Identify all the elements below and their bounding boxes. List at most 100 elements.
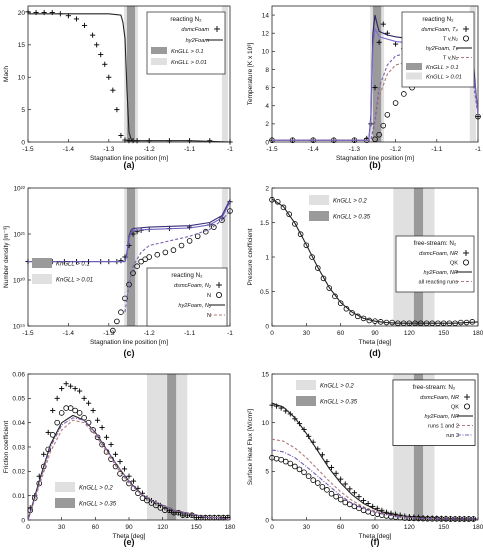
x-axis-label: Stagnation line position [m] <box>90 339 168 346</box>
plus-marker <box>41 451 47 457</box>
legend-label: T v,N₂ <box>443 56 458 62</box>
y-tick-label: 0.02 <box>12 469 25 476</box>
plus-marker <box>342 481 348 487</box>
legend-title: reacting N₂ <box>171 272 203 279</box>
x-tick-label: 60 <box>337 330 345 337</box>
y-tick-label: 5 <box>265 469 269 476</box>
legend-label: T v,N₂ <box>443 37 458 43</box>
plus-marker <box>114 107 120 113</box>
circle-marker <box>314 480 321 486</box>
legend-label: KnGLL > 0.1 <box>171 49 204 55</box>
x-tick-label: -1.4 <box>308 146 320 153</box>
x-tick-label: 30 <box>303 330 311 337</box>
circle-marker <box>72 407 78 414</box>
x-tick-label: -1.1 <box>184 146 196 153</box>
y-tick-label: 0.04 <box>12 420 25 427</box>
legend-box <box>395 235 475 293</box>
plus-marker <box>63 381 69 387</box>
circle-marker <box>332 293 338 300</box>
x-axis-label: Theta [deg] <box>113 533 146 540</box>
plus-marker <box>98 51 104 58</box>
circle-marker <box>58 410 65 416</box>
plus-marker <box>420 514 426 521</box>
plus-marker <box>94 42 100 48</box>
legend-label: KnGLL > 0.2 <box>320 384 354 390</box>
plus-marker <box>106 74 112 80</box>
plus-marker <box>126 242 132 249</box>
x-tick-label: -1.5 <box>22 146 34 153</box>
circle-marker <box>372 136 378 143</box>
legend-swatch-dark <box>309 211 329 221</box>
x-tick-label: -1.3 <box>103 146 115 153</box>
circle-marker <box>278 456 284 463</box>
series-hy2foam <box>28 13 231 143</box>
x-tick-label: 120 <box>404 524 415 531</box>
circle-marker <box>175 509 182 516</box>
y-tick-label: 15 <box>262 371 270 378</box>
plot-frame <box>27 187 231 327</box>
plus-marker <box>393 41 399 47</box>
y-tick-label: 12 <box>262 31 270 38</box>
y-tick-label: 10 <box>18 75 26 82</box>
circle-marker <box>76 410 83 416</box>
y-tick-label: 20 <box>18 10 26 17</box>
legend-circle <box>462 259 469 266</box>
y-tick-label: 10 <box>262 49 270 56</box>
series-dsmcfoam-n <box>110 208 233 334</box>
y-tick-label: 15 <box>18 42 26 49</box>
circle-marker <box>162 249 169 256</box>
x-tick-label: -1.2 <box>144 330 156 337</box>
x-axis-label: Stagnation line position [m] <box>336 155 414 162</box>
band-dark <box>413 374 424 520</box>
circle-marker <box>54 419 60 426</box>
legend-swatch-dark <box>55 498 75 508</box>
circle-marker <box>292 463 298 470</box>
legend-swatch-dark <box>296 396 316 406</box>
y-axis-label: Pressure coefficient <box>247 228 254 285</box>
plus-marker <box>347 486 353 492</box>
legend-label: QK <box>450 261 458 267</box>
circle-marker <box>138 258 144 265</box>
plus-marker <box>393 511 399 517</box>
plus-marker <box>372 85 378 91</box>
x-tick-label: -1.2 <box>144 146 156 153</box>
y-tick-label: 0 <box>265 517 269 524</box>
y-tick-label: 10¹⁹ <box>13 323 25 330</box>
legend-circle <box>215 291 222 298</box>
panel-label: (f) <box>371 537 380 547</box>
plus-marker <box>121 466 128 472</box>
circle-marker <box>130 270 136 276</box>
x-tick-label: 60 <box>92 524 100 531</box>
circle-marker <box>227 208 233 214</box>
legend-a: reacting N₂ dsmcFoam hy2Foam KnGLL > 0.1 KnG… <box>146 11 226 75</box>
x-tick-label: 90 <box>371 330 379 337</box>
y-tick-label: 0.03 <box>12 444 25 451</box>
circle-marker <box>333 493 339 500</box>
series-runs-1-and-2 <box>271 438 478 520</box>
circle-marker <box>305 473 312 480</box>
legend-swatch-light <box>406 72 422 80</box>
legend-label: KnGLL > 0.2 <box>333 199 367 205</box>
y-axis-label: Number density [m⁻³] <box>3 226 10 288</box>
circle-marker <box>154 251 161 258</box>
circle-marker <box>319 484 326 490</box>
plus-marker <box>54 395 60 401</box>
circle-marker <box>282 458 289 465</box>
legend-swatch-dark <box>406 63 422 70</box>
x-tick-label: -1.4 <box>63 146 75 153</box>
circle-marker <box>337 496 344 503</box>
y-tick-label: 10²¹ <box>13 231 25 238</box>
circle-marker <box>328 490 335 497</box>
plus-marker <box>388 510 394 516</box>
y-axis-label: Mach <box>3 66 10 82</box>
circle-marker <box>273 455 280 462</box>
y-tick-label: 0 <box>21 517 25 524</box>
circle-marker <box>303 242 310 249</box>
circle-marker <box>146 254 153 260</box>
legend-swatch-light <box>151 58 167 65</box>
plus-marker <box>351 490 357 496</box>
legend-label: KnGLL > 0.01 <box>426 75 462 81</box>
x-tick-label: 0 <box>270 524 274 531</box>
